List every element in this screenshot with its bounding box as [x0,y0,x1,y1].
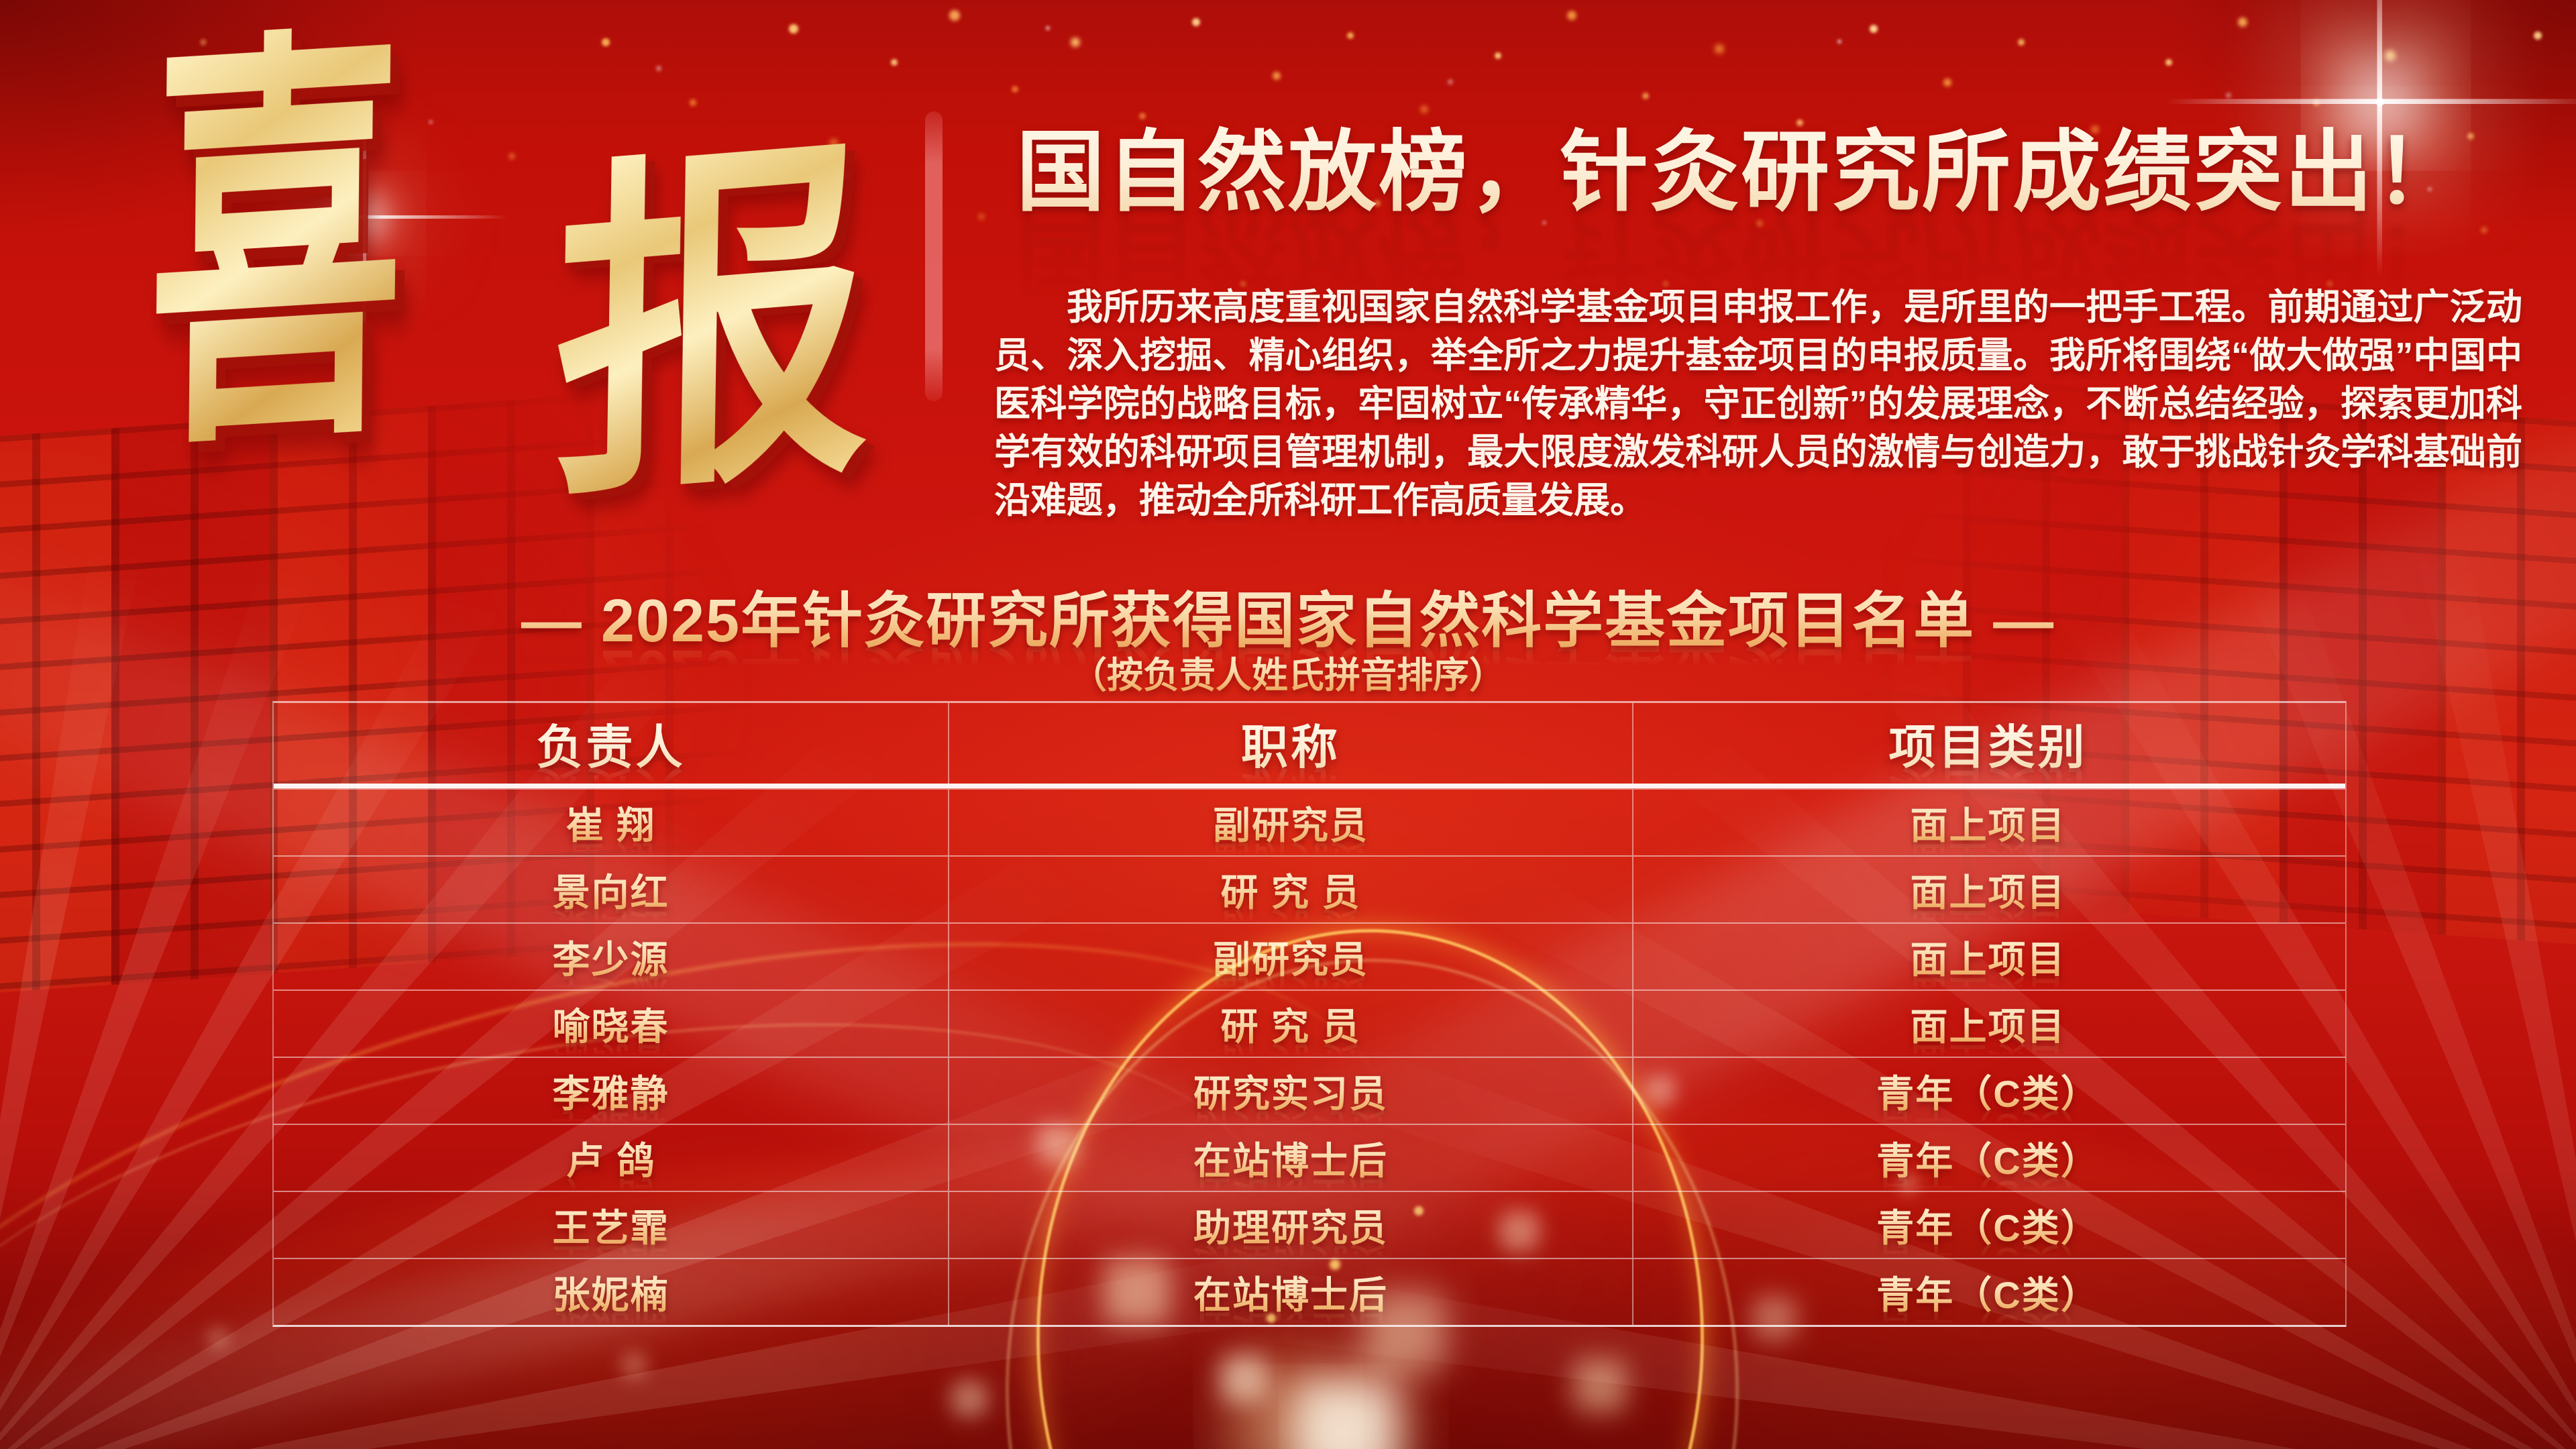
table-header-row: 负责人 职称 项目类别 [274,703,2345,788]
white-sparkles [0,0,3,3]
table-cell-name: 喻晓春 [553,997,669,1051]
table-cell-category: 面上项目 [1911,796,2066,850]
table-cell-title: 副研究员 [1213,930,1368,984]
table-row: 李雅静 研究实习员 青年（C类） [274,1057,2345,1124]
table-cell-title: 在站博士后 [1193,1265,1388,1320]
vertical-divider [925,111,943,401]
table-row: 喻晓春 研 究 员 面上项目 [274,989,2345,1057]
table-cell-category: 面上项目 [1911,863,2066,917]
bokeh-lights [0,0,7,7]
table-body: 崔 翔 副研究员 面上项目 景向红 研 究 员 面上项目 李少源 副研究员 面上… [274,788,2345,1325]
table-cell-title: 副研究员 [1213,796,1368,850]
table-cell-name: 王艺霏 [553,1198,669,1252]
section-title: — 2025年针灸研究所获得国家自然科学基金项目名单 — [0,572,2576,659]
table-cell-category: 面上项目 [1911,997,2066,1051]
table-cell-name: 张妮楠 [553,1265,669,1320]
table-cell-name: 景向红 [553,863,669,917]
table-row: 王艺霏 助理研究员 青年（C类） [274,1191,2345,1258]
table-row: 张妮楠 在站博士后 青年（C类） [274,1258,2345,1325]
table-row: 卢 鸽 在站博士后 青年（C类） [274,1124,2345,1191]
table-row: 景向红 研 究 员 面上项目 [274,855,2345,922]
intro-paragraph: 我所历来高度重视国家自然科学基金项目申报工作，是所里的一把手工程。前期通过广泛动… [994,287,2522,521]
gold-sparkles [0,0,4,4]
main-title: 国自然放榜，针灸研究所成绩突出！ [959,101,2522,229]
table-row: 李少源 副研究员 面上项目 [274,922,2345,989]
table-cell-category: 青年（C类） [1876,1131,2099,1185]
table-cell-name: 卢 鸽 [566,1131,656,1185]
table-cell-title: 研 究 员 [1220,863,1360,917]
badge-char-xi: 喜 [146,0,407,498]
table-cell-title: 研究实习员 [1193,1064,1388,1118]
table-cell-category: 青年（C类） [1876,1265,2099,1320]
badge-char-bao: 报 [551,116,874,539]
table-cell-title: 研 究 员 [1220,997,1360,1051]
column-header-title: 职称 [1241,710,1340,777]
table-cell-title: 助理研究员 [1193,1198,1388,1252]
section-subtitle: （按负责人姓氏拼音排序） [0,645,2576,698]
table-cell-category: 青年（C类） [1876,1064,2099,1118]
table-cell-category: 青年（C类） [1876,1198,2099,1252]
grants-table: 负责人 职称 项目类别 崔 翔 副研究员 面上项目 景向红 研 究 员 面上 [272,701,2347,1327]
table-cell-category: 面上项目 [1911,930,2066,984]
table-cell-name: 崔 翔 [566,796,656,850]
table-cell-title: 在站博士后 [1193,1131,1388,1185]
column-header-name: 负责人 [537,710,686,777]
table-cell-name: 李少源 [553,930,669,984]
table-cell-name: 李雅静 [553,1064,669,1118]
table-row: 崔 翔 副研究员 面上项目 [274,788,2345,855]
column-header-category: 项目类别 [1889,710,2088,777]
